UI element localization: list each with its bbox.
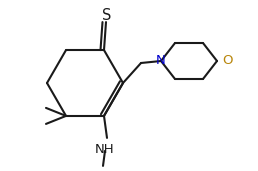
Text: O: O xyxy=(222,55,232,68)
Text: N: N xyxy=(156,55,166,68)
Text: NH: NH xyxy=(95,143,115,156)
Text: S: S xyxy=(102,8,112,23)
